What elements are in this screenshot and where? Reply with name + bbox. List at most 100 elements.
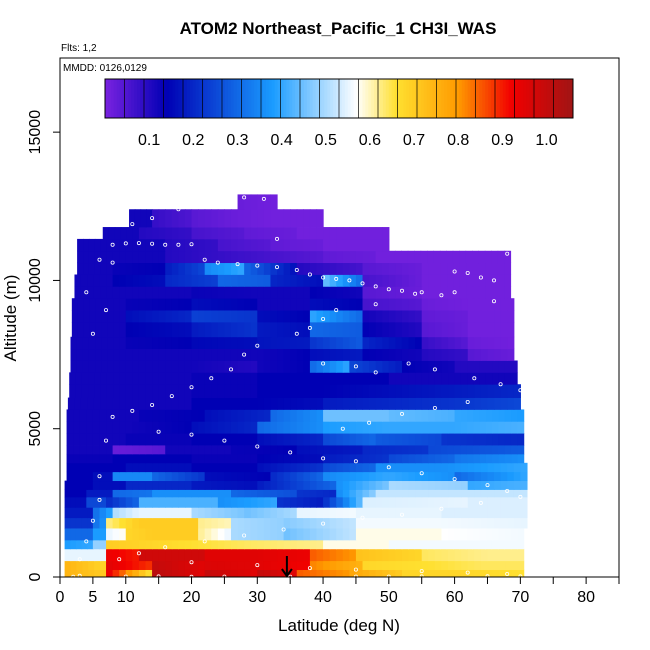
- heatmap-cell: [257, 250, 265, 264]
- heatmap-cell: [138, 548, 147, 562]
- heatmap-cell: [250, 250, 258, 264]
- heatmap-cell: [296, 421, 304, 434]
- heatmap-cell: [99, 489, 107, 498]
- heatmap-cell: [211, 462, 219, 473]
- heatmap-cell: [388, 372, 396, 385]
- heatmap-cell: [277, 274, 285, 287]
- colorbar-swatch: [377, 79, 381, 118]
- heatmap-cell: [263, 569, 272, 578]
- sample-point: [242, 533, 247, 538]
- heatmap-cell: [250, 445, 258, 455]
- heatmap-cell: [466, 286, 474, 299]
- heatmap-cell: [126, 227, 134, 240]
- heatmap-cell: [420, 250, 428, 264]
- heatmap-cell: [125, 310, 133, 323]
- colorbar-swatch: [400, 79, 404, 118]
- heatmap-cell: [145, 528, 153, 541]
- sample-point: [215, 260, 220, 265]
- heatmap-cell: [395, 445, 403, 455]
- heatmap-cell: [230, 262, 239, 275]
- heatmap-cell: [485, 528, 493, 541]
- heatmap-cell: [257, 445, 265, 455]
- heatmap-cell: [441, 569, 449, 578]
- heatmap-cell: [250, 397, 258, 410]
- heatmap-cell: [132, 507, 140, 519]
- colorbar-swatch: [260, 79, 264, 118]
- heatmap-cell: [517, 548, 525, 562]
- heatmap-cell: [329, 548, 337, 562]
- heatmap-cell: [112, 433, 120, 446]
- heatmap-cell: [517, 421, 525, 434]
- heatmap-cell: [277, 480, 285, 490]
- heatmap-cell: [309, 489, 318, 498]
- heatmap-cell: [171, 507, 179, 519]
- heatmap-cell: [125, 489, 133, 498]
- colorbar-swatch: [107, 79, 112, 118]
- heatmap-cell: [303, 348, 311, 361]
- heatmap-cell: [93, 274, 101, 287]
- heatmap-cell: [362, 496, 370, 508]
- heatmap-cell: [184, 548, 193, 562]
- heatmap-cell: [349, 462, 357, 473]
- heatmap-cell: [178, 548, 186, 562]
- heatmap-cell: [263, 462, 272, 473]
- heatmap-cell: [101, 360, 108, 373]
- heatmap-cell: [277, 507, 285, 519]
- heatmap-cell: [152, 517, 160, 529]
- heatmap-cell: [178, 298, 186, 311]
- heatmap-cell: [277, 209, 285, 228]
- sample-point: [176, 207, 181, 212]
- heatmap-cell: [467, 471, 475, 482]
- sample-point: [432, 405, 437, 410]
- heatmap-cell: [211, 384, 219, 398]
- colorbar-swatch: [268, 79, 273, 118]
- heatmap-cell: [257, 517, 265, 529]
- heatmap-cell: [152, 489, 160, 498]
- heatmap-cell: [112, 286, 120, 299]
- heatmap-cell: [375, 421, 383, 434]
- heatmap-cell: [277, 445, 285, 455]
- heatmap-cell: [473, 372, 481, 385]
- heatmap-cell: [138, 496, 147, 508]
- heatmap-cell: [336, 262, 344, 275]
- heatmap-cell: [296, 528, 304, 541]
- heatmap-cell: [230, 286, 239, 299]
- heatmap-cell: [388, 507, 396, 519]
- heatmap-cell: [309, 507, 318, 519]
- heatmap-cell: [303, 286, 311, 299]
- heatmap-cell: [171, 480, 179, 490]
- heatmap-cell: [112, 507, 120, 519]
- heatmap-cell: [244, 348, 252, 361]
- heatmap-cell: [178, 209, 186, 228]
- heatmap-cell: [408, 560, 416, 570]
- heatmap-cell: [355, 409, 364, 422]
- sample-point: [104, 308, 109, 313]
- heatmap-cell: [472, 262, 480, 275]
- heatmap-cell: [388, 421, 396, 434]
- heatmap-cell: [75, 372, 83, 385]
- heatmap-cell: [145, 262, 153, 275]
- heatmap-cell: [270, 496, 278, 508]
- heatmap-cell: [316, 409, 324, 422]
- heatmap-cell: [125, 433, 133, 446]
- sample-point: [255, 444, 260, 449]
- heatmap-cell: [107, 348, 115, 361]
- heatmap-cell: [290, 409, 298, 422]
- heatmap-cell: [349, 421, 357, 434]
- heatmap-cell: [184, 360, 193, 373]
- colorbar-swatch: [134, 79, 138, 118]
- heatmap-cell: [270, 462, 278, 473]
- heatmap-cell: [375, 548, 383, 562]
- heatmap-cell: [382, 528, 390, 541]
- heatmap-cell: [296, 409, 304, 422]
- heatmap-cell: [454, 348, 462, 361]
- heatmap-cell: [152, 433, 160, 446]
- heatmap-cell: [492, 569, 500, 578]
- heatmap-cell: [263, 238, 272, 252]
- heatmap-cell: [414, 539, 422, 550]
- heatmap-cell: [441, 445, 448, 455]
- heatmap-cell: [88, 560, 95, 570]
- heatmap-cell: [158, 471, 166, 482]
- heatmap-cell: [198, 489, 206, 498]
